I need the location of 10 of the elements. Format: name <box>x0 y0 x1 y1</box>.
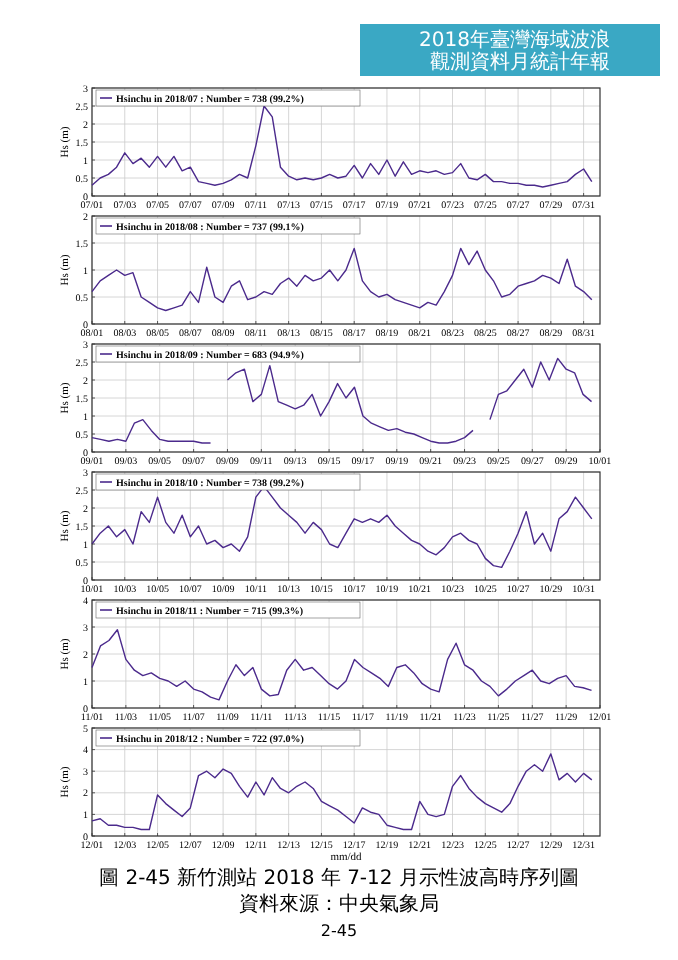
line-series <box>91 629 593 701</box>
line-series <box>91 485 593 569</box>
line-series <box>91 105 593 188</box>
line-series <box>91 753 593 831</box>
text: 2018年臺灣海域波浪 <box>419 28 610 52</box>
source-note: 資料來源：中央氣象局 <box>239 892 439 916</box>
text: 2-45 <box>320 922 358 940</box>
line-series <box>91 247 593 312</box>
text: 觀測資料月統計年報 <box>430 50 610 74</box>
caption: 圖 2-45 新竹測站 2018 年 7-12 月示性波高時序列圖 <box>99 866 579 890</box>
